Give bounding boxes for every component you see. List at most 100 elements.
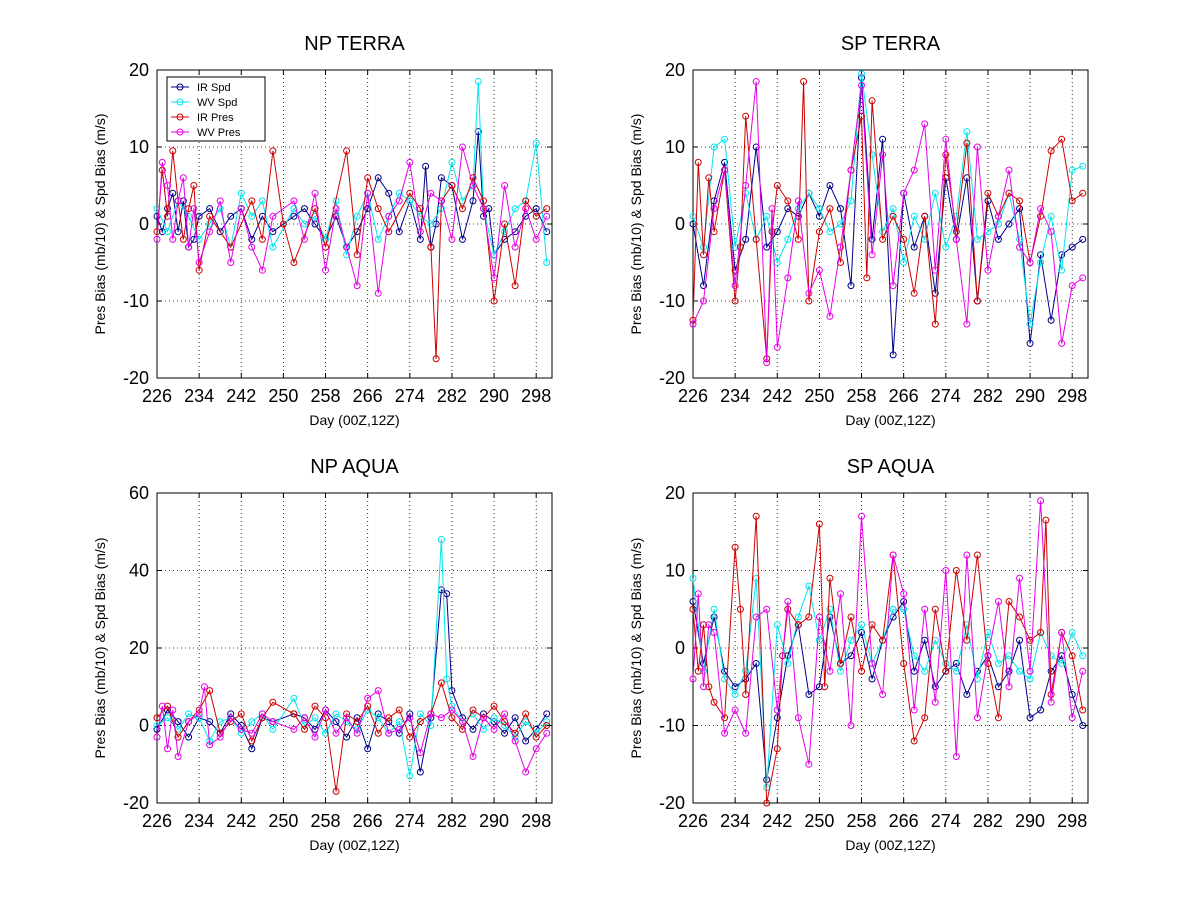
data-point: [742, 729, 750, 737]
data-point: [1079, 162, 1087, 170]
data-point: [868, 675, 876, 683]
data-point: [752, 143, 760, 151]
data-point: [994, 714, 1002, 722]
data-point: [290, 259, 298, 266]
data-point: [364, 694, 372, 702]
data-point: [269, 147, 277, 155]
data-point: [731, 282, 739, 290]
x-tick-label: 258: [311, 811, 341, 831]
data-point: [480, 714, 488, 722]
data-point: [532, 139, 540, 147]
data-point: [836, 259, 844, 266]
data-point: [195, 259, 203, 266]
data-point: [195, 714, 203, 722]
data-point: [1005, 220, 1013, 228]
data-point: [710, 605, 718, 613]
series-line: [692, 516, 1084, 804]
data-point: [532, 733, 540, 741]
data-point: [480, 205, 488, 213]
x-tick-label: 242: [762, 386, 792, 406]
data-point: [768, 205, 776, 213]
data-point: [900, 235, 908, 243]
x-tick-label: 290: [479, 811, 509, 831]
data-point: [1047, 667, 1055, 675]
data-point: [501, 182, 509, 189]
data-point: [300, 220, 308, 228]
data-point: [385, 228, 393, 236]
data-point: [815, 205, 823, 213]
data-point: [1047, 698, 1055, 706]
data-point: [1068, 714, 1076, 722]
x-tick-label: 250: [268, 386, 298, 406]
data-point: [1047, 652, 1055, 660]
x-tick-label: 282: [437, 386, 467, 406]
data-point: [190, 182, 198, 189]
chart-title: NP TERRA: [304, 33, 405, 55]
data-point: [1068, 652, 1076, 660]
data-point: [522, 197, 530, 205]
data-point: [206, 212, 214, 220]
data-point: [931, 320, 939, 328]
data-point: [169, 706, 177, 714]
x-tick-label: 234: [720, 386, 750, 406]
data-point: [543, 710, 551, 718]
x-tick-label: 298: [521, 811, 551, 831]
data-point: [227, 212, 235, 220]
chart-panel-2: 226 234 242 250 258 266 274 282 290 298 -20 -10 0 10 2…: [628, 33, 1089, 428]
data-point: [206, 741, 214, 749]
data-point: [710, 205, 718, 213]
series-ir-pres: [689, 512, 1087, 807]
data-point: [490, 714, 498, 722]
data-point: [1005, 683, 1013, 691]
data-point: [158, 702, 166, 710]
data-point: [395, 718, 403, 726]
data-point: [868, 151, 876, 159]
data-point: [432, 355, 440, 363]
data-point: [705, 683, 713, 691]
x-tick-label: 242: [762, 811, 792, 831]
data-point: [522, 205, 530, 213]
y-tick-label: -10: [659, 291, 685, 311]
data-point: [216, 733, 224, 741]
data-point: [1058, 339, 1066, 347]
data-point: [437, 174, 445, 182]
data-point: [773, 714, 781, 722]
y-tick-label: 10: [665, 561, 685, 581]
data-point: [174, 753, 182, 760]
data-point: [153, 205, 161, 213]
x-tick-label: 266: [353, 386, 383, 406]
x-axis-label: Day (00Z,12Z): [309, 837, 399, 853]
data-point: [437, 714, 445, 722]
data-point: [689, 320, 697, 328]
series-line: [156, 681, 548, 792]
data-point: [752, 512, 760, 520]
data-point: [736, 605, 744, 613]
series-line: [156, 588, 548, 773]
data-point: [752, 574, 760, 582]
data-point: [710, 613, 718, 621]
data-point: [395, 197, 403, 205]
data-point: [269, 725, 277, 733]
data-point: [700, 251, 708, 259]
data-point: [427, 243, 435, 251]
data-point: [237, 189, 245, 197]
data-point: [269, 243, 277, 251]
data-point: [437, 679, 445, 687]
y-tick-label: 0: [139, 716, 149, 736]
x-tick-label: 258: [311, 386, 341, 406]
data-point: [994, 598, 1002, 605]
data-point: [1037, 497, 1045, 505]
data-point: [406, 772, 414, 780]
data-point: [1026, 667, 1034, 675]
data-point: [290, 205, 298, 213]
data-point: [543, 729, 551, 737]
y-tick-label: 0: [139, 214, 149, 234]
data-point: [490, 702, 498, 710]
data-point: [694, 667, 702, 675]
data-point: [742, 182, 750, 189]
data-point: [826, 182, 834, 189]
data-point: [1058, 266, 1066, 274]
series-wv-spd: [689, 574, 1087, 791]
data-point: [248, 197, 256, 205]
data-point: [963, 128, 971, 136]
